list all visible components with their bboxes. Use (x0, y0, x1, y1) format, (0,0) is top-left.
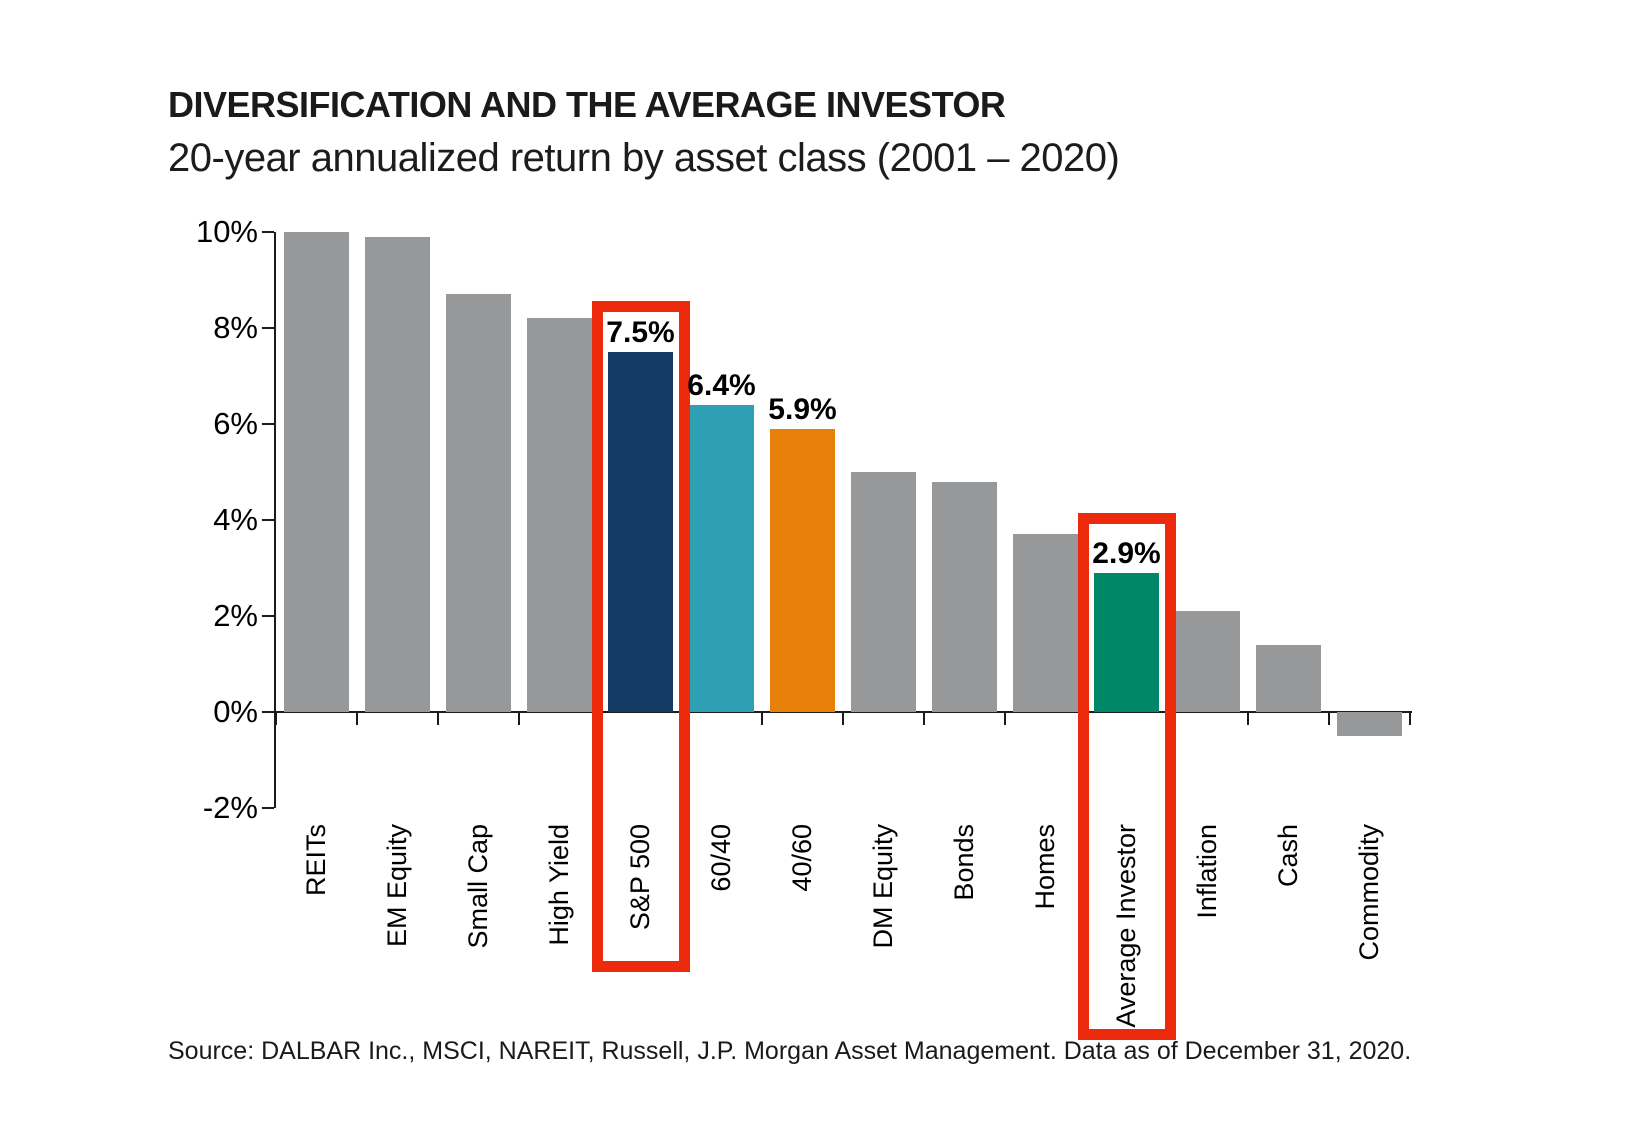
y-axis-line (274, 232, 276, 808)
y-tick-label: -2% (202, 790, 258, 825)
y-tick (262, 423, 274, 425)
y-tick (262, 327, 274, 329)
y-tick (262, 615, 274, 617)
value-label-average-investor: 2.9% (1092, 536, 1161, 570)
y-tick-label: 8% (213, 310, 258, 345)
y-tick (262, 519, 274, 521)
x-tick (518, 713, 520, 725)
bar-high-yield (527, 318, 592, 712)
bar-commodity (1337, 712, 1402, 736)
x-label-small-cap: Small Cap (463, 824, 493, 949)
page-title: DIVERSIFICATION AND THE AVERAGE INVESTOR (168, 84, 1006, 125)
x-tick (1004, 713, 1006, 725)
x-label-60-40: 60/40 (706, 824, 736, 892)
value-label-s-p-500: 7.5% (606, 316, 675, 349)
bar-cash (1256, 644, 1321, 712)
x-tick (923, 713, 925, 725)
y-tick-label: 10% (195, 214, 258, 249)
x-tick (1328, 713, 1330, 725)
x-label-dm-equity: DM Equity (868, 824, 898, 949)
x-label-40-60: 40/60 (787, 824, 817, 892)
bar-reits (284, 232, 349, 712)
value-label-40-60: 5.9% (768, 392, 837, 426)
x-label-cash: Cash (1273, 824, 1303, 888)
x-tick (437, 713, 439, 725)
bar-inflation (1175, 611, 1240, 712)
bar-40-60 (770, 428, 835, 712)
source-note: Source: DALBAR Inc., MSCI, NAREIT, Russe… (168, 1037, 1412, 1065)
x-label-commodity: Commodity (1354, 824, 1384, 961)
bar-small-cap (446, 294, 511, 712)
bar-dm-equity (851, 472, 916, 712)
x-tick (1247, 713, 1249, 725)
y-tick-label: 4% (213, 502, 258, 537)
y-tick (262, 711, 274, 713)
x-label-em-equity: EM Equity (382, 824, 412, 948)
x-tick (842, 713, 844, 725)
bar-bonds (932, 481, 997, 712)
value-label-60-40: 6.4% (687, 368, 756, 402)
bar-60-40 (689, 404, 754, 712)
x-tick (356, 713, 358, 725)
y-tick-label: 6% (213, 406, 258, 441)
bar-s-p-500 (608, 352, 673, 712)
x-label-inflation: Inflation (1192, 824, 1222, 919)
y-tick (262, 231, 274, 233)
bar-homes (1013, 534, 1078, 712)
x-tick (761, 713, 763, 725)
y-tick (262, 807, 274, 809)
x-tick (275, 713, 277, 725)
bar-em-equity (365, 236, 430, 712)
highlight-box-average-investor (1077, 513, 1176, 1040)
x-label-high-yield: High Yield (544, 824, 574, 946)
highlight-box-s-p-500 (591, 301, 690, 972)
y-tick-label: 2% (213, 598, 258, 633)
x-label-homes: Homes (1030, 824, 1060, 910)
y-tick-label: 0% (213, 694, 258, 729)
bar-average-investor (1094, 572, 1159, 712)
x-axis-line (276, 711, 1412, 713)
x-tick (1409, 713, 1411, 725)
x-label-reits: REITs (301, 824, 331, 897)
x-label-bonds: Bonds (949, 824, 979, 901)
chart-subtitle: 20-year annualized return by asset class… (168, 136, 1120, 180)
